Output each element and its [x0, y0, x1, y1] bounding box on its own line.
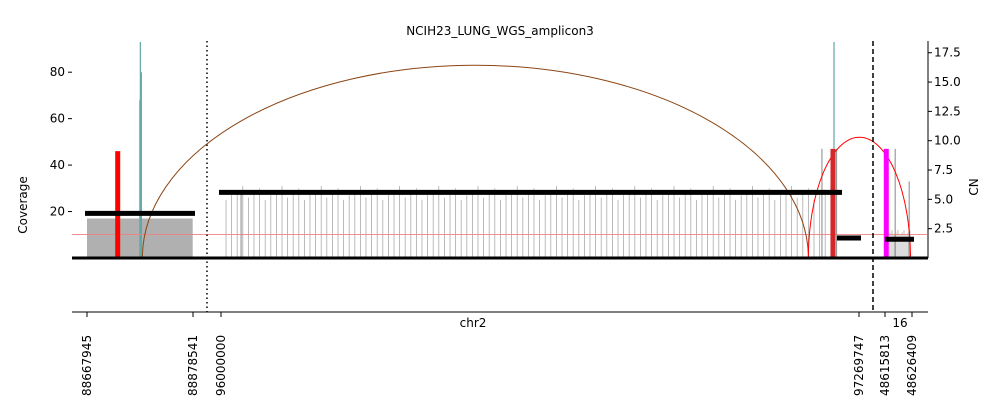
y-axis-label-right: CN [967, 178, 981, 195]
y-tick-label-right: 2.5 [934, 222, 953, 236]
y-axis-label-left: Coverage [16, 176, 30, 234]
chart-title: NCIH23_LUNG_WGS_amplicon3 [406, 24, 594, 38]
coverage-block [117, 218, 193, 258]
y-tick-label-right: 15.0 [934, 75, 961, 89]
x-axis-label: chr2 [460, 316, 487, 330]
x-tick-label: 96000000 [214, 335, 228, 396]
y-tick-label-right: 17.5 [934, 46, 961, 60]
y-tick-label-left: 80 [50, 65, 65, 79]
breakpoint-arc [141, 65, 809, 259]
plot-area: 20 40 60 80 2.5 5.0 7.5 10.0 12.5 15.0 17.5 8866794… [50, 41, 961, 396]
y-tick-label-right: 12.5 [934, 104, 961, 118]
chromosome-label: 16 [892, 316, 907, 330]
x-tick-label: 88878541 [186, 335, 200, 396]
x-tick-label: 97269747 [852, 335, 866, 396]
x-tick-label: 48615813 [878, 335, 892, 396]
x-tick-label: 48626409 [905, 335, 919, 396]
y-tick-label-left: 60 [50, 112, 65, 126]
y-tick-label-left: 40 [50, 158, 65, 172]
coverage-block [87, 218, 118, 258]
y-tick-label-right: 10.0 [934, 134, 961, 148]
y-tick-label-right: 7.5 [934, 163, 953, 177]
breakpoint-arc [807, 136, 911, 259]
y-tick-label-left: 20 [50, 205, 65, 219]
x-tick-label: 88667945 [80, 335, 94, 396]
y-tick-label-right: 5.0 [934, 192, 953, 206]
